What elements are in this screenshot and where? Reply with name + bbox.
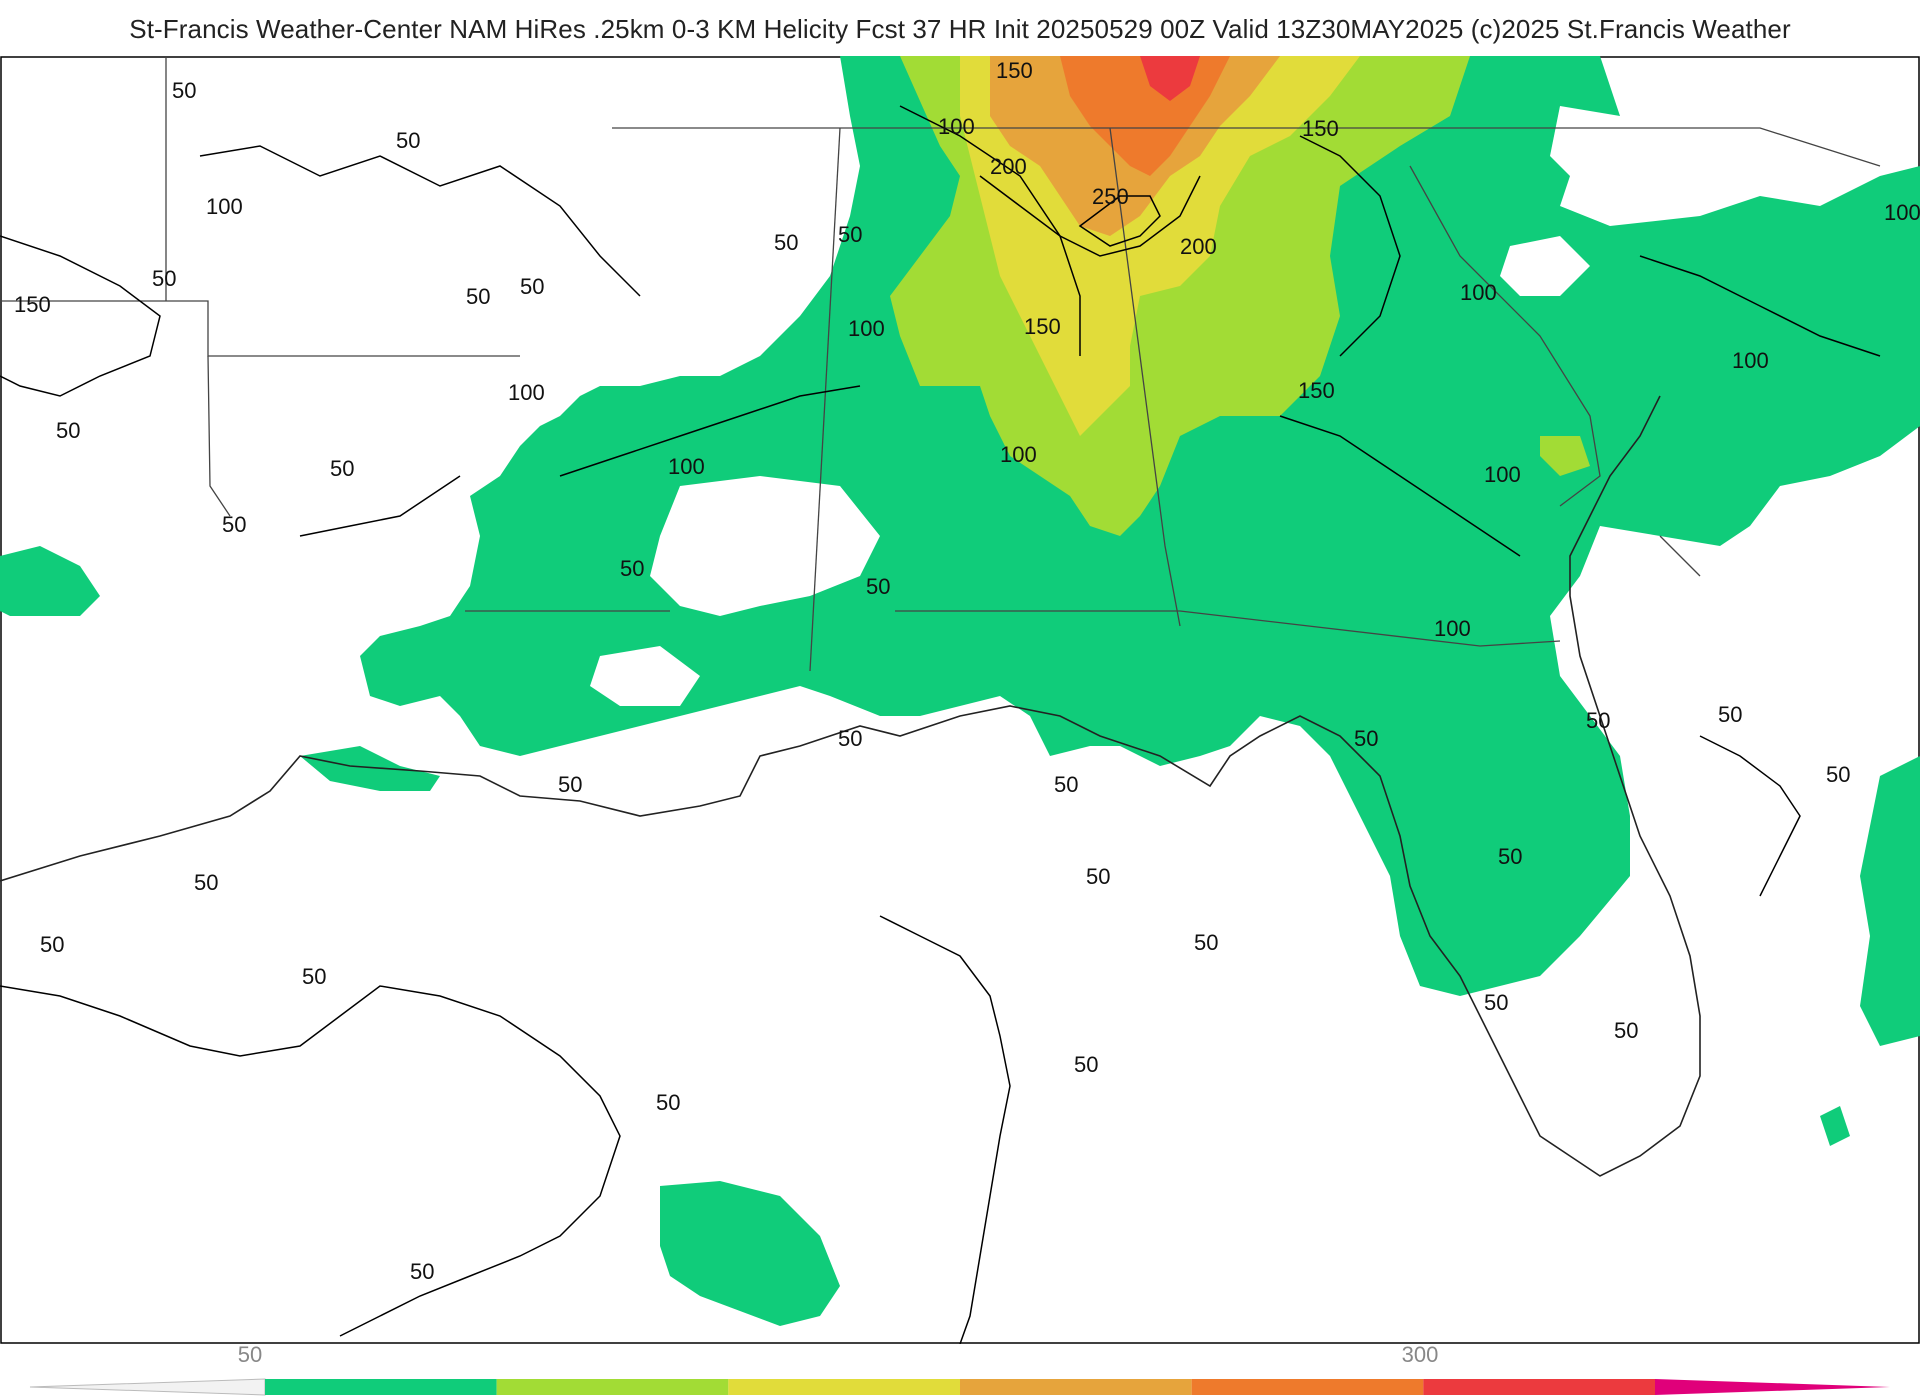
- contour-label: 50: [520, 274, 544, 299]
- contour-50-la: [299, 475, 461, 537]
- green-region-la-coast: [300, 746, 440, 791]
- helicity-shading: [0, 56, 1920, 1326]
- contour-labels: 50 50 100 150 50 50 50 100 50 50 50 100 …: [14, 58, 1920, 1043]
- green-region-gulf-blob: [660, 1181, 840, 1326]
- clear-pocket-4: [590, 646, 700, 706]
- contour-label: 100: [848, 316, 885, 341]
- green-region-east-edge: [1860, 756, 1920, 1046]
- colorbar-segment-yellow: [728, 1379, 960, 1395]
- colorbar-tick-low: 50: [238, 1342, 262, 1367]
- contour-label: 100: [938, 114, 975, 139]
- contour-label: 150: [1302, 116, 1339, 141]
- helicity-contours: [0, 105, 1881, 1344]
- contour-label: 50: [1498, 844, 1522, 869]
- contour-label: 50: [1054, 772, 1078, 797]
- contour-label: 50: [620, 556, 644, 581]
- colorbar-segment-light_green: [496, 1379, 729, 1395]
- contour-label: 100: [668, 454, 705, 479]
- state-borders: [0, 56, 1881, 672]
- contour-label: 200: [1180, 234, 1217, 259]
- contour-label: 50: [656, 1090, 680, 1115]
- contour-label: 100: [1000, 442, 1037, 467]
- contour-100-ga: [1279, 415, 1521, 557]
- contour-label: 100: [1484, 462, 1521, 487]
- map-title: St-Francis Weather-Center NAM HiRes .25k…: [129, 14, 1791, 44]
- contour-label: 50: [838, 222, 862, 247]
- contour-label: 50: [1586, 708, 1610, 733]
- clear-pocket-2: [1500, 236, 1590, 296]
- contour-label: 50: [866, 574, 890, 599]
- green-region-west: [0, 546, 100, 616]
- colorbar-segment-light_orange: [960, 1379, 1192, 1395]
- contour-50-central-gulf: [879, 915, 1011, 1344]
- colorbar-segments: [265, 1379, 1655, 1395]
- contour-label: 100: [508, 380, 545, 405]
- contour-label: 150: [14, 292, 51, 317]
- contour-label: 150: [1298, 378, 1335, 403]
- contour-label: 50: [466, 284, 490, 309]
- contour-label: 50: [1484, 990, 1508, 1015]
- contour-label: 100: [1460, 280, 1497, 305]
- colorbar: 50 300: [29, 1342, 1890, 1396]
- contour-label: 200: [990, 154, 1027, 179]
- contour-label: 50: [1718, 702, 1742, 727]
- contour-200-ky: [979, 175, 1201, 257]
- contour-50-ar: [0, 235, 161, 397]
- contour-label: 250: [1092, 184, 1129, 209]
- colorbar-segment-green: [265, 1379, 497, 1395]
- clear-pocket-3: [1550, 106, 1620, 186]
- contour-label: 100: [206, 194, 243, 219]
- contour-50-fl-east: [1699, 735, 1801, 897]
- colorbar-segment-red: [1423, 1379, 1655, 1395]
- contour-label: 50: [330, 456, 354, 481]
- contour-label: 50: [1194, 930, 1218, 955]
- clear-pocket-1: [650, 476, 880, 616]
- green-region-fl-keys: [1820, 1106, 1850, 1146]
- contour-150-tn: [899, 105, 1081, 356]
- contour-label: 50: [222, 512, 246, 537]
- contour-100-va: [1639, 255, 1881, 357]
- contour-label: 50: [152, 266, 176, 291]
- contour-label: 100: [1884, 200, 1920, 225]
- light-green-patch-sc: [1540, 436, 1590, 476]
- colorbar-segment-orange: [1191, 1379, 1424, 1395]
- contour-150-nc: [1299, 135, 1401, 357]
- contour-100-ms: [559, 385, 861, 477]
- contour-label: 100: [1732, 348, 1769, 373]
- contour-label: 50: [1086, 864, 1110, 889]
- contour-label: 50: [40, 932, 64, 957]
- colorbar-high-arrow: [1655, 1379, 1890, 1395]
- contour-label: 50: [838, 726, 862, 751]
- contour-label: 50: [558, 772, 582, 797]
- contour-label: 50: [1614, 1018, 1638, 1043]
- contour-50-north: [199, 145, 641, 297]
- contour-labels-extra: 50 50 50: [410, 1052, 1098, 1284]
- contour-label: 150: [1024, 314, 1061, 339]
- contour-label: 100: [1434, 616, 1471, 641]
- contour-label: 50: [194, 870, 218, 895]
- contour-label: 50: [410, 1259, 434, 1284]
- contour-label: 50: [396, 128, 420, 153]
- contour-50-gulf: [0, 985, 621, 1337]
- coastlines: [0, 395, 1701, 1177]
- red-region: [1140, 56, 1200, 101]
- contour-label: 50: [1354, 726, 1378, 751]
- contour-label: 50: [172, 78, 196, 103]
- contour-250-tn: [1078, 195, 1161, 247]
- colorbar-low-arrow: [29, 1378, 266, 1396]
- contour-label: 50: [1826, 762, 1850, 787]
- colorbar-tick-high: 300: [1402, 1342, 1439, 1367]
- contour-label: 50: [56, 418, 80, 443]
- contour-label: 50: [302, 964, 326, 989]
- contour-label: 50: [1074, 1052, 1098, 1077]
- helicity-map: 50 50 100 150 50 50 50 100 50 50 50 100 …: [0, 56, 1920, 1344]
- contour-label: 50: [774, 230, 798, 255]
- contour-label: 150: [996, 58, 1033, 83]
